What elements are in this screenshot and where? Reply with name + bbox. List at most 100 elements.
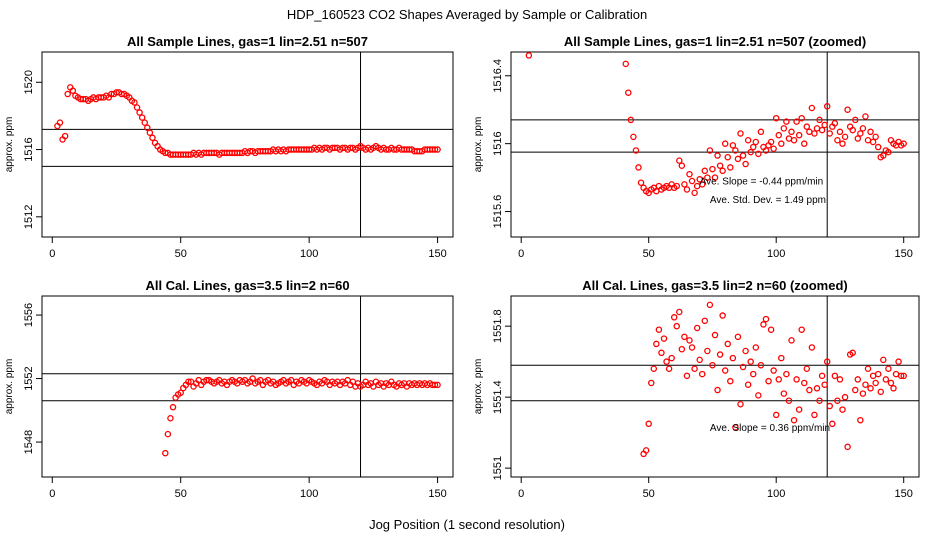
data-point (739, 152, 747, 159)
plot-frame (510, 51, 920, 238)
data-point (704, 174, 711, 181)
data-point (719, 167, 726, 175)
data-point (734, 155, 742, 163)
data-point (852, 116, 859, 124)
panel-title: All Sample Lines, gas=1 lin=2.51 n=507 (127, 34, 368, 49)
data-point (645, 420, 652, 428)
chart-panel-1: All Sample Lines, gas=1 lin=2.51 n=507 0 5… (4, 34, 454, 260)
data-point (655, 326, 663, 333)
data-point (778, 140, 785, 147)
plot-frame (41, 295, 454, 478)
data-point (752, 344, 760, 351)
data-point (141, 119, 148, 126)
data-point (880, 356, 887, 364)
data-point (732, 147, 739, 154)
x-tick-label: 100 (767, 248, 785, 260)
data-point (867, 385, 874, 392)
data-point (724, 340, 732, 348)
y-axis-label: approx. ppm (4, 359, 15, 415)
data-point (872, 133, 879, 141)
data-point (826, 402, 834, 410)
data-point (642, 447, 650, 454)
data-point (744, 381, 752, 388)
data-point (826, 130, 834, 137)
data-point (818, 126, 826, 134)
figure-title: HDP_160523 CO2 Shapes Averaged by Sample… (287, 7, 647, 22)
data-point (823, 358, 831, 365)
data-point (841, 133, 849, 141)
data-point (719, 312, 726, 319)
data-point (678, 345, 686, 353)
data-point (149, 134, 156, 142)
data-point (890, 385, 897, 392)
data-point (801, 140, 808, 147)
data-point (525, 52, 533, 59)
plot-frame (41, 51, 454, 238)
data-point (795, 131, 803, 139)
data-point (844, 106, 851, 113)
panels-group: All Sample Lines, gas=1 lin=2.51 n=507 0 5… (4, 34, 920, 500)
data-point (854, 135, 862, 142)
data-point (816, 397, 823, 404)
data-point (892, 370, 900, 378)
data-point (144, 124, 151, 131)
data-point (696, 176, 703, 183)
plot-frame (510, 295, 920, 478)
data-point (795, 406, 803, 413)
data-point (823, 103, 831, 110)
data-point (734, 333, 742, 341)
x-tick-label: 100 (767, 488, 785, 500)
data-point (706, 147, 714, 154)
data-point (711, 174, 719, 181)
data-point (750, 370, 757, 378)
data-point (836, 128, 844, 136)
x-tick-label: 0 (518, 488, 524, 500)
data-point (755, 392, 762, 399)
chart-panel-3: All Cal. Lines, gas=3.5 lin=2 n=60 0 50 100… (4, 278, 454, 500)
data-point (185, 378, 192, 385)
x-tick-label: 0 (518, 248, 524, 260)
y-axis-label: approx. ppm (473, 117, 484, 173)
data-point (434, 381, 441, 389)
data-point (721, 367, 729, 374)
data-point (811, 130, 818, 137)
data-point (757, 128, 765, 136)
data-point (757, 361, 765, 369)
data-point (681, 181, 688, 188)
data-point (895, 358, 902, 365)
data-point (783, 118, 790, 125)
data-point (678, 162, 686, 169)
x-tick-label: 150 (428, 248, 446, 260)
data-point (686, 170, 693, 178)
data-point (816, 116, 823, 124)
data-point (177, 389, 184, 397)
data-point (699, 181, 706, 188)
x-tick-label: 50 (175, 248, 187, 260)
y-tick-label: 1515.6 (492, 195, 504, 229)
x-tick-label: 0 (49, 248, 55, 260)
data-point (622, 60, 630, 68)
data-point (864, 365, 872, 373)
data-point (834, 137, 841, 144)
data-point (164, 430, 172, 438)
data-point (691, 365, 698, 373)
y-tick-label: 1551.8 (492, 309, 504, 343)
data-point (133, 104, 141, 111)
data-point (852, 386, 859, 394)
data-point (637, 179, 645, 186)
data-point (775, 131, 783, 139)
y-tick-label: 1551 (492, 456, 504, 480)
panel-title: All Cal. Lines, gas=3.5 lin=2 n=60 (145, 278, 349, 293)
data-point (724, 153, 732, 161)
data-point (857, 130, 864, 137)
data-point (56, 119, 64, 126)
data-point (650, 365, 658, 373)
x-tick-label: 150 (895, 248, 913, 260)
data-point (869, 372, 877, 380)
data-point (673, 322, 681, 330)
data-point (821, 381, 828, 388)
data-point (167, 415, 174, 422)
data-point (762, 315, 770, 323)
y-tick-label: 1552 (23, 366, 35, 390)
